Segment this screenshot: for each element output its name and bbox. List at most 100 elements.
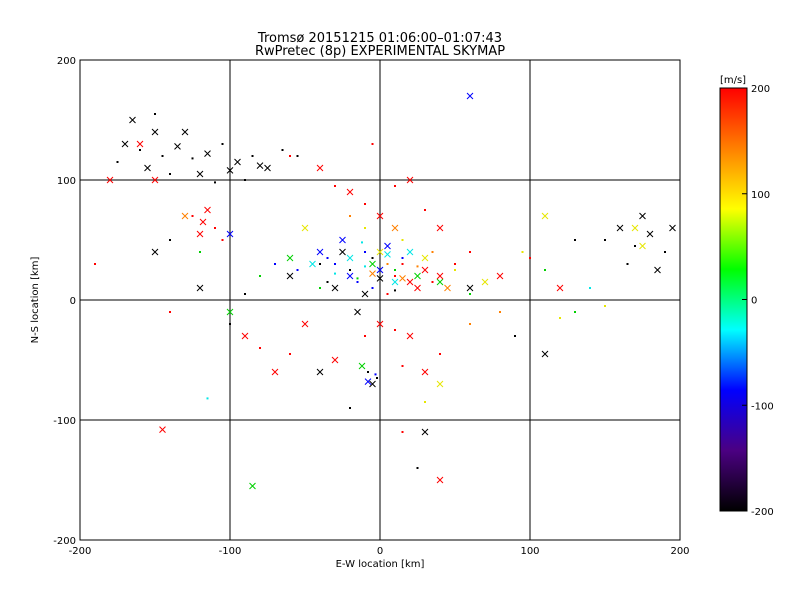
data-point-x: [286, 272, 294, 280]
data-point-dot: [364, 203, 366, 205]
data-point-x: [249, 482, 256, 490]
data-point-x: [466, 284, 474, 292]
chart-title: Tromsø 20151215 01:06:00–01:07:43: [257, 31, 502, 46]
data-point-x: [301, 224, 309, 232]
data-point-dot: [664, 251, 666, 253]
data-point-dot: [281, 149, 284, 151]
data-point-dot: [334, 263, 336, 265]
data-point-dot: [424, 209, 426, 211]
data-point-dot: [154, 113, 156, 115]
data-point-dot: [191, 157, 194, 160]
data-point-x: [541, 350, 549, 358]
data-point-x: [331, 284, 339, 292]
data-point-x: [391, 278, 399, 286]
data-point-x: [384, 251, 391, 258]
data-point-dot: [514, 335, 516, 337]
data-point-x: [199, 218, 207, 226]
data-point-dot: [521, 251, 524, 253]
data-point-x: [391, 224, 399, 232]
colorbar-tick-label: 0: [751, 296, 757, 307]
data-point-dot: [394, 269, 396, 271]
x-axis-label: E-W location [km]: [336, 559, 425, 570]
data-point-dot: [356, 277, 359, 280]
data-point-x: [376, 320, 384, 328]
y-tick-label: 200: [57, 56, 76, 67]
x-axis-ticks: -200 -100 0 100 200: [69, 534, 690, 557]
data-point-dot: [244, 179, 246, 181]
data-point-x: [414, 272, 421, 280]
data-points: [94, 92, 676, 490]
data-point-dot: [169, 173, 171, 175]
data-point-dot: [374, 373, 377, 376]
x-tick-label: 0: [377, 546, 383, 557]
data-point-dot: [364, 227, 366, 229]
data-point-dot: [349, 269, 351, 271]
data-point-x: [376, 275, 384, 282]
data-point-x: [541, 212, 549, 220]
data-point-x: [226, 230, 234, 238]
data-point-x: [264, 164, 271, 172]
data-point-x: [436, 224, 444, 232]
data-point-dot: [229, 323, 231, 325]
data-point-dot: [334, 185, 336, 187]
data-point-x: [421, 428, 429, 436]
data-point-dot: [574, 239, 576, 241]
data-point-x: [556, 284, 564, 292]
data-point-x: [421, 368, 429, 376]
data-point-dot: [394, 275, 396, 277]
data-point-dot: [454, 269, 456, 271]
data-point-x: [346, 272, 354, 280]
data-point-dot: [326, 257, 329, 259]
data-point-dot: [214, 227, 216, 229]
data-point-dot: [469, 251, 471, 253]
data-point-x: [639, 242, 646, 250]
data-point-dot: [386, 263, 389, 265]
chart-subtitle: RwPretec (8p) EXPERIMENTAL SKYMAP: [255, 44, 505, 59]
data-point-dot: [416, 265, 419, 268]
data-point-dot: [244, 293, 246, 295]
data-point-x: [151, 176, 159, 184]
colorbar-tick-label: 100: [751, 190, 770, 201]
data-point-x: [631, 224, 639, 232]
data-point-x: [399, 275, 406, 282]
data-point-x: [406, 278, 414, 286]
data-point-x: [301, 320, 309, 328]
data-point-x: [144, 164, 151, 172]
data-point-dot: [431, 251, 434, 253]
data-point-dot: [191, 215, 194, 217]
data-point-dot: [499, 311, 501, 313]
data-point-x: [226, 167, 234, 174]
data-point-x: [444, 284, 451, 292]
data-point-dot: [221, 143, 224, 145]
data-point-x: [436, 278, 444, 286]
data-point-x: [361, 290, 369, 298]
data-point-dot: [626, 263, 629, 265]
data-point-x: [331, 356, 339, 364]
y-tick-label: -200: [53, 536, 76, 547]
data-point-dot: [386, 293, 389, 295]
data-point-x: [226, 308, 234, 316]
data-point-x: [616, 224, 624, 232]
data-point-dot: [169, 311, 171, 313]
data-point-dot: [371, 287, 374, 289]
y-tick-label: 0: [70, 296, 76, 307]
data-point-x: [421, 266, 429, 274]
data-point-x: [346, 254, 354, 262]
data-point-x: [174, 143, 181, 150]
data-point-dot: [634, 245, 636, 247]
data-point-x: [654, 266, 661, 274]
data-point-x: [646, 230, 654, 238]
data-point-dot: [574, 311, 576, 313]
data-point-dot: [544, 269, 546, 271]
data-point-dot: [289, 353, 291, 355]
data-point-dot: [334, 272, 336, 275]
data-point-x: [436, 380, 444, 388]
data-point-x: [286, 254, 294, 262]
data-point-x: [151, 248, 159, 256]
data-point-dot: [361, 241, 363, 244]
data-point-x: [136, 140, 144, 148]
x-tick-label: 200: [670, 546, 689, 557]
data-point-x: [669, 224, 676, 232]
data-point-x: [414, 284, 421, 292]
